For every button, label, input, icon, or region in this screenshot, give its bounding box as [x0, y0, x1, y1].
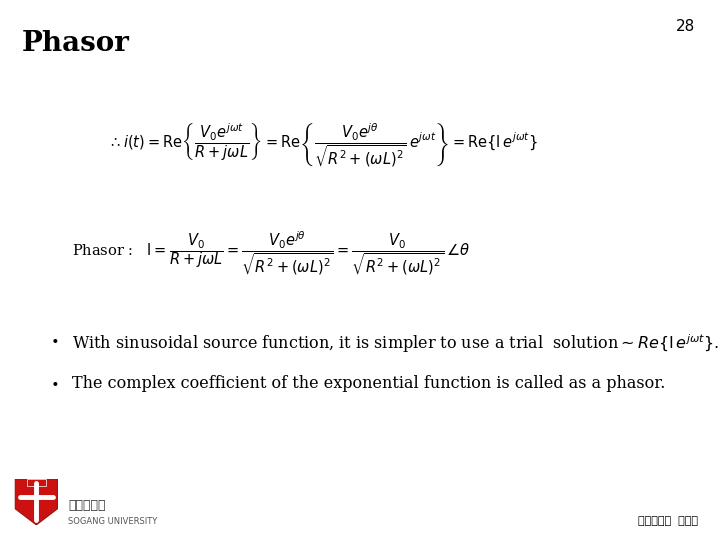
- Text: SOGANG UNIVERSITY: SOGANG UNIVERSITY: [68, 517, 158, 526]
- Text: With sinusoidal source function, it is simpler to use a trial  solution$\sim \ma: With sinusoidal source function, it is s…: [72, 332, 719, 355]
- Polygon shape: [27, 479, 46, 486]
- Text: $\therefore i(t) = \mathrm{Re}\left\{\dfrac{V_0 e^{j\omega t}}{R + j\omega L}\ri: $\therefore i(t) = \mathrm{Re}\left\{\df…: [108, 122, 538, 169]
- Text: 서강대학교: 서강대학교: [68, 499, 106, 512]
- Polygon shape: [15, 479, 58, 525]
- Text: $\bullet$: $\bullet$: [50, 332, 59, 346]
- Text: Phasor: Phasor: [22, 30, 130, 57]
- Text: Phasor :   $\mathrm{I} = \dfrac{V_0}{R + j\omega L} = \dfrac{V_0 e^{j\theta}}{\s: Phasor : $\mathrm{I} = \dfrac{V_0}{R + j…: [72, 230, 470, 277]
- Text: 전자공학과  이행선: 전자공학과 이행선: [639, 516, 698, 526]
- Text: The complex coefficient of the exponential function is called as a phasor.: The complex coefficient of the exponenti…: [72, 375, 665, 392]
- Text: $\bullet$: $\bullet$: [50, 375, 59, 389]
- Text: 28: 28: [675, 19, 695, 34]
